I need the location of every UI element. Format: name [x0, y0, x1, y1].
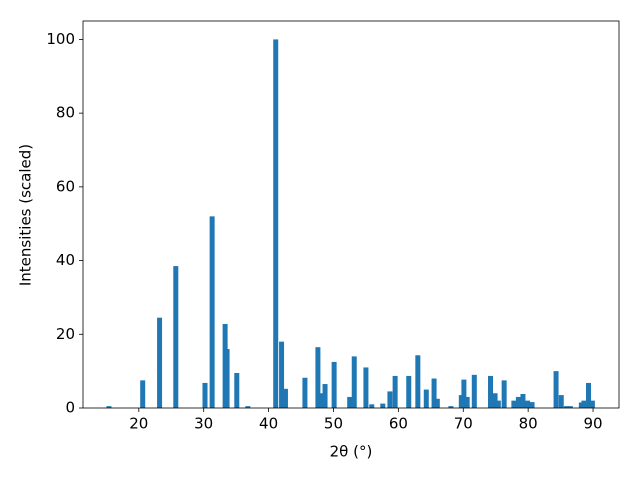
bar	[515, 396, 521, 408]
bar	[157, 317, 163, 408]
bar	[245, 406, 251, 408]
bar	[529, 402, 535, 408]
bar	[464, 396, 470, 408]
y-tick-label: 80	[56, 104, 75, 122]
bar	[415, 355, 421, 408]
x-tick-label: 90	[583, 415, 602, 433]
plot-frame	[82, 20, 620, 409]
bar	[387, 391, 393, 408]
x-tick-label: 30	[194, 415, 213, 433]
x-tick-label: 70	[454, 415, 473, 433]
bar	[431, 378, 437, 408]
bar	[279, 341, 285, 408]
y-tick-label: 100	[46, 30, 75, 48]
bar	[351, 356, 357, 408]
bar	[363, 367, 369, 408]
x-axis-label: 2θ (°)	[330, 443, 373, 461]
x-tick-label: 40	[259, 415, 278, 433]
bar	[302, 377, 308, 408]
bar	[511, 400, 517, 408]
bar	[581, 400, 587, 408]
bar	[495, 400, 501, 408]
bar	[520, 393, 526, 408]
bar	[558, 395, 564, 408]
x-tick-label: 20	[129, 415, 148, 433]
bar	[553, 371, 559, 408]
y-tick-label: 40	[56, 251, 75, 269]
bar	[461, 379, 467, 408]
y-tick-label: 20	[56, 325, 75, 343]
bar	[458, 395, 464, 408]
bar	[173, 266, 179, 408]
bar	[224, 349, 230, 408]
bar	[488, 375, 494, 408]
bar	[434, 398, 440, 408]
bar	[423, 389, 429, 408]
bar	[586, 382, 592, 408]
bar	[106, 406, 112, 408]
bar	[578, 402, 584, 408]
bar	[369, 404, 375, 408]
y-axis-label: Intensities (scaled)	[17, 144, 35, 286]
bar	[322, 384, 328, 408]
bar	[209, 216, 215, 408]
bar	[319, 393, 325, 408]
bar	[471, 374, 477, 408]
bar	[140, 380, 146, 408]
bar	[589, 400, 595, 408]
bar	[448, 406, 454, 408]
bar	[406, 375, 412, 408]
bar	[282, 388, 288, 408]
bar	[380, 403, 386, 408]
bar	[501, 380, 507, 408]
y-tick-label: 0	[65, 399, 75, 417]
bar	[392, 375, 398, 408]
bar	[563, 406, 569, 408]
bar	[347, 396, 353, 408]
bar	[492, 393, 498, 408]
x-tick-label: 80	[519, 415, 538, 433]
bar	[234, 372, 240, 408]
bar	[525, 400, 531, 408]
bar	[331, 361, 337, 408]
bar	[273, 39, 279, 409]
x-tick-label: 50	[324, 415, 343, 433]
bar	[202, 382, 208, 408]
bar	[315, 347, 321, 408]
bar	[567, 406, 573, 408]
y-tick-label: 60	[56, 177, 75, 195]
x-tick-label: 60	[389, 415, 408, 433]
